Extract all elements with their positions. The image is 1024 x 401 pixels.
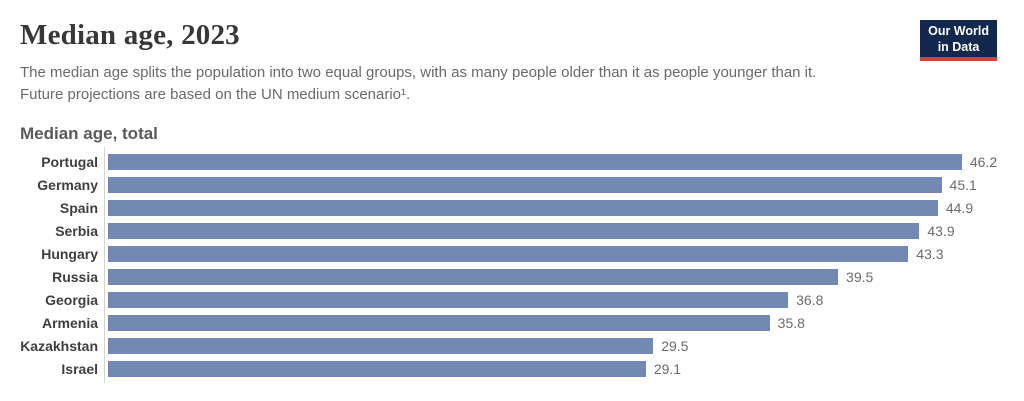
bar[interactable] [108,291,789,308]
bar[interactable] [108,222,920,239]
country-label: Serbia [55,222,98,239]
bar-plot: 39.5 [104,268,1004,285]
value-label: 46.2 [969,153,998,170]
bar[interactable] [108,199,938,216]
country-label: Portugal [41,153,98,170]
bar[interactable] [108,314,770,331]
bar-plot: 36.8 [104,291,1004,308]
bar-plot: 43.9 [104,222,1004,239]
axis-title: Median age, total [20,124,158,143]
value-label: 36.8 [796,291,824,308]
country-label: Israel [61,360,98,377]
bar-plot: 35.8 [104,314,1004,331]
country-label: Armenia [41,314,98,331]
bar[interactable] [108,176,942,193]
bar-row[interactable]: Armenia 35.8 [20,311,1004,334]
bar-row[interactable]: Kazakhstan 29.5 [20,334,1004,357]
country-label: Georgia [45,291,98,308]
value-label: 43.9 [927,222,955,239]
value-label: 29.1 [653,360,682,377]
bar-plot: 29.1 [104,360,1004,377]
country-label: Spain [59,199,98,216]
bar-row[interactable]: Germany 45.1 [20,173,1004,196]
bar[interactable] [108,245,909,262]
bar[interactable] [108,268,839,285]
bar-row[interactable]: Portugal 46.2 [20,150,1004,173]
value-label: 35.8 [777,314,805,331]
value-label: 39.5 [846,268,874,285]
country-label: Kazakhstan [20,337,98,354]
owid-logo[interactable]: Our World in Data [920,20,997,61]
bar[interactable] [108,337,654,354]
bar-row[interactable]: Spain 44.9 [20,196,1004,219]
page-title: Median age, 2023 [20,19,240,51]
bar[interactable] [108,153,962,170]
bar-row[interactable]: Russia 39.5 [20,265,1004,288]
value-label: 44.9 [945,199,974,216]
bar-plot: 44.9 [104,199,1004,216]
owid-logo-line2: in Data [937,40,980,54]
value-label: 45.1 [949,176,977,193]
bar-rows: Portugal 46.2 Germany 45.1 Spain 44.9 Se… [20,147,1004,383]
country-label: Germany [37,176,98,193]
y-axis-line [104,147,105,383]
country-label: Russia [52,268,98,285]
chart-area: Median age, total Portugal 46.2 Germany … [0,124,1024,383]
value-label: 29.5 [661,337,689,354]
bar-row[interactable]: Hungary 43.3 [20,242,1004,265]
chart-header: Median age, 2023 The median age splits t… [0,0,1024,106]
bar-row[interactable]: Israel 29.1 [20,357,1004,380]
bar-plot: 29.5 [104,337,1004,354]
bar-plot: 43.3 [104,245,1004,262]
bar-row[interactable]: Serbia 43.9 [20,219,1004,242]
country-label: Hungary [41,245,98,262]
value-label: 43.3 [916,245,944,262]
bar[interactable] [108,360,646,377]
bar-row[interactable]: Georgia 36.8 [20,288,1004,311]
owid-logo-line1: Our World [928,24,989,38]
bar-plot: 46.2 [104,153,1004,170]
chart-subtitle: The median age splits the population int… [20,64,817,103]
bar-plot: 45.1 [104,176,1004,193]
